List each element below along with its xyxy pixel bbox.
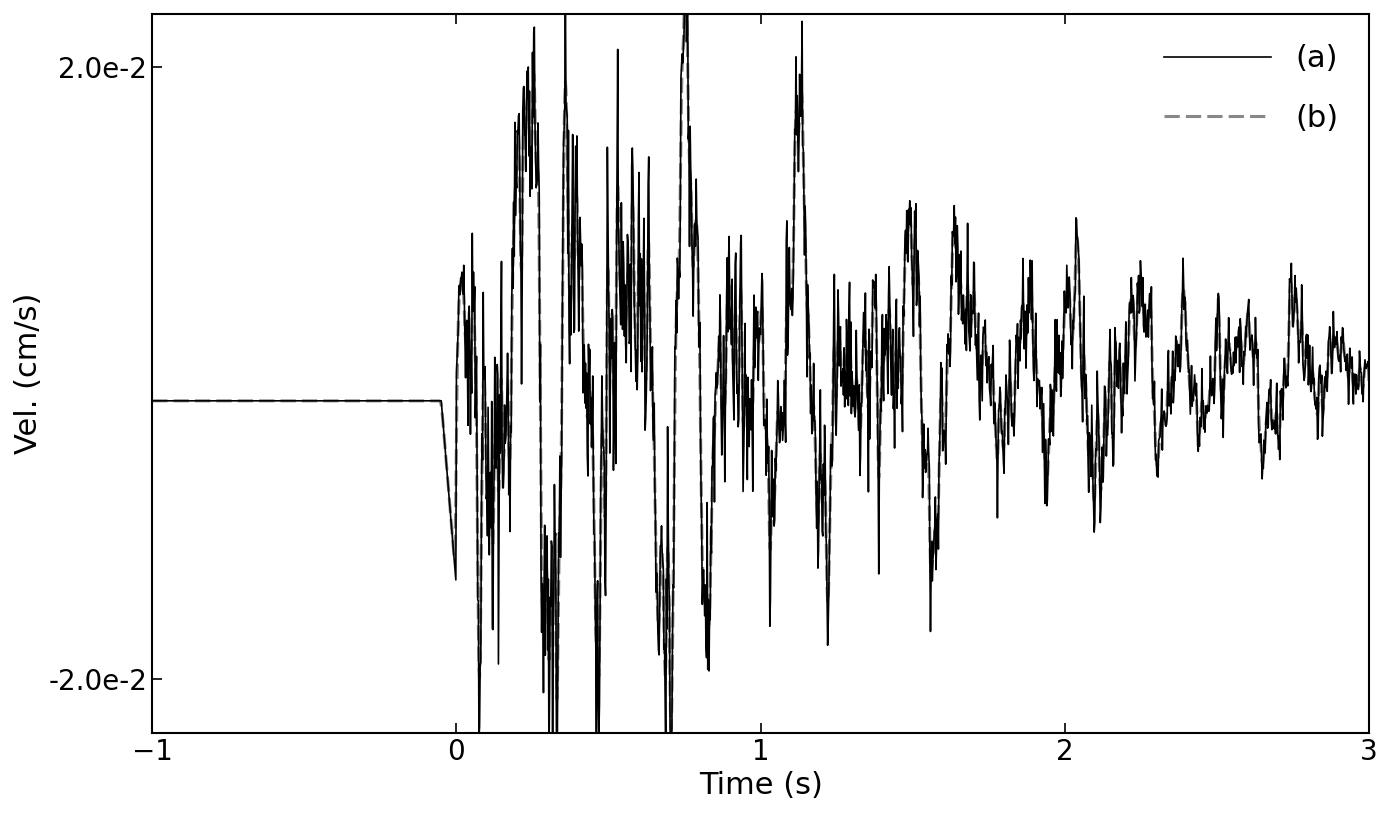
(a) [1009, 319, 1026, 329]
Legend: (a), (b): (a), (b) [1148, 29, 1354, 148]
(a) [1034, 448, 1051, 457]
Line: (b): (b) [152, 0, 1371, 729]
(b) [1363, 360, 1379, 370]
Line: (a): (a) [152, 0, 1371, 814]
(b) [663, 724, 679, 734]
X-axis label: Time (s): Time (s) [699, 771, 823, 800]
(b) [1009, 343, 1026, 352]
(a) [420, 396, 437, 405]
(a) [1347, 370, 1364, 380]
(a) [841, 278, 857, 287]
(a) [143, 396, 160, 405]
(a) [1363, 353, 1379, 363]
(b) [284, 396, 301, 405]
(b) [1347, 379, 1364, 388]
(b) [420, 396, 437, 405]
Y-axis label: Vel. (cm/s): Vel. (cm/s) [14, 292, 43, 454]
(b) [143, 396, 160, 405]
(b) [841, 335, 857, 344]
(a) [284, 396, 301, 405]
(b) [1034, 415, 1051, 425]
